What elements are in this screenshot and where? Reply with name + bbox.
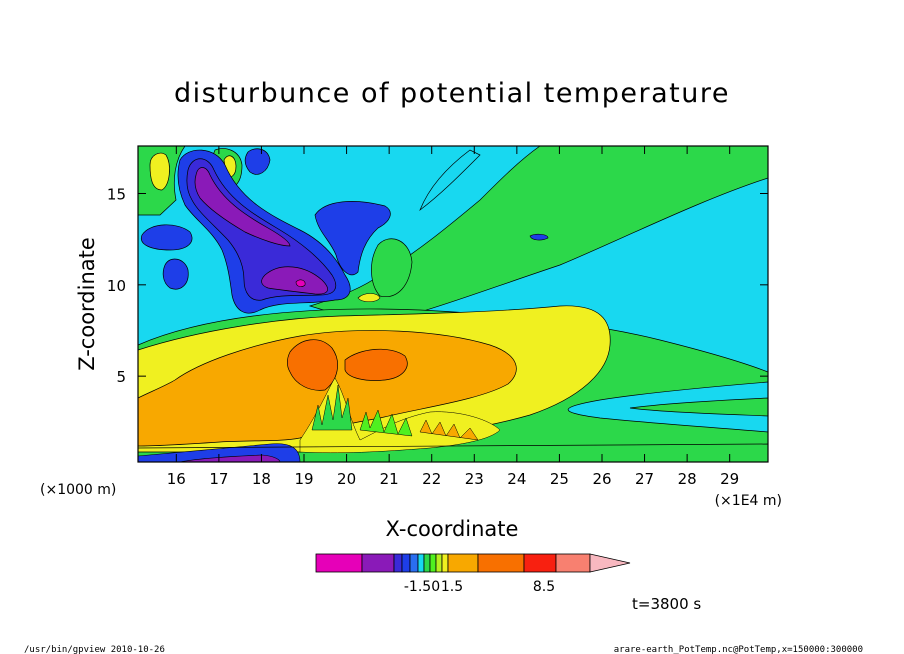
- cyan-notch: [419, 149, 481, 212]
- x-axis-label: X-coordinate: [386, 517, 519, 541]
- purple-bottom-strip: [179, 454, 281, 462]
- colorbar-swatch: [441, 553, 449, 573]
- green-upper-band: [308, 146, 768, 321]
- x-tick-label: 22: [422, 470, 441, 488]
- x-tick-label: 28: [678, 470, 697, 488]
- x-axis-ticks: 16 17 18 19 20 21 22 23 24 25 26 27 28 29: [167, 146, 739, 488]
- colorbar-swatch: [417, 553, 425, 573]
- x-tick-label: 17: [209, 470, 228, 488]
- colorbar-swatch: [477, 553, 525, 573]
- x-tick-label: 24: [507, 470, 526, 488]
- colorbar-swatch: [409, 553, 419, 573]
- colorbar-label: 1.5: [441, 579, 463, 595]
- plot-frame: [137, 145, 769, 463]
- colorbar-swatch: [435, 553, 443, 573]
- blue-left-spot: [140, 224, 193, 251]
- colorbar-swatch: [401, 553, 411, 573]
- magenta-spot: [295, 279, 306, 287]
- colorbar-swatch: [315, 553, 363, 573]
- footer-left: /usr/bin/gpview 2010-10-26: [24, 645, 165, 654]
- colorbar: [315, 553, 631, 573]
- x-tick-label: 23: [465, 470, 484, 488]
- colorbar-swatch: [523, 553, 557, 573]
- blue-mid-blob: [314, 201, 391, 276]
- y-tick-label: 5: [116, 368, 126, 386]
- time-label: t=3800 s: [632, 595, 701, 613]
- x-tick-label: 29: [720, 470, 739, 488]
- chart-title: disturbunce of potential temperature: [174, 78, 730, 109]
- yellow-mid-blob: [357, 293, 381, 303]
- blue-small-right: [529, 233, 549, 241]
- x-tick-label: 16: [167, 470, 186, 488]
- lower-boundary-line: [138, 443, 768, 449]
- turbulent-lower-layer: [299, 377, 501, 454]
- blue-top-blob: [244, 148, 271, 175]
- orange-core-right: [344, 348, 408, 381]
- x-tick-label: 20: [337, 470, 356, 488]
- plot-area: [138, 146, 768, 462]
- footer-right: arare-earth_PotTemp.nc@PotTemp,x=150000:…: [614, 645, 863, 654]
- green-lower-strip: [629, 397, 768, 417]
- colorbar-labels: -1.50 1.5 8.5: [404, 579, 555, 595]
- x-tick-label: 19: [294, 470, 313, 488]
- purple-lower-core: [261, 266, 328, 295]
- x-tick-label: 18: [252, 470, 271, 488]
- x-tick-label: 26: [592, 470, 611, 488]
- x-tick-label: 21: [380, 470, 399, 488]
- y-axis-ticks: 5 10 15: [107, 185, 768, 386]
- colorbar-swatch: [555, 553, 591, 573]
- colorbar-swatch: [393, 553, 403, 573]
- colorbar-label: 8.5: [533, 579, 555, 595]
- y-tick-label: 15: [107, 185, 126, 203]
- colorbar-swatch: [423, 553, 431, 573]
- x-unit-left: (×1000 m): [40, 482, 116, 498]
- purple-core: [194, 167, 291, 247]
- colorbar-swatch: [447, 553, 479, 573]
- blue-small-blob: [162, 258, 189, 290]
- colorbar-label: -1.50: [404, 579, 440, 595]
- yellow-top-left: [149, 152, 170, 191]
- colorbar-swatch: [429, 553, 437, 573]
- y-axis-label: Z-coordinate: [75, 237, 99, 371]
- x-tick-label: 25: [550, 470, 569, 488]
- colorbar-swatch: [361, 553, 395, 573]
- y-tick-label: 10: [107, 277, 126, 295]
- green-mid-blob: [371, 238, 413, 297]
- x-tick-label: 27: [635, 470, 654, 488]
- x-unit-right: (×1E4 m): [715, 493, 782, 509]
- orange-core-left: [287, 339, 338, 391]
- colorbar-arrow: [589, 553, 631, 573]
